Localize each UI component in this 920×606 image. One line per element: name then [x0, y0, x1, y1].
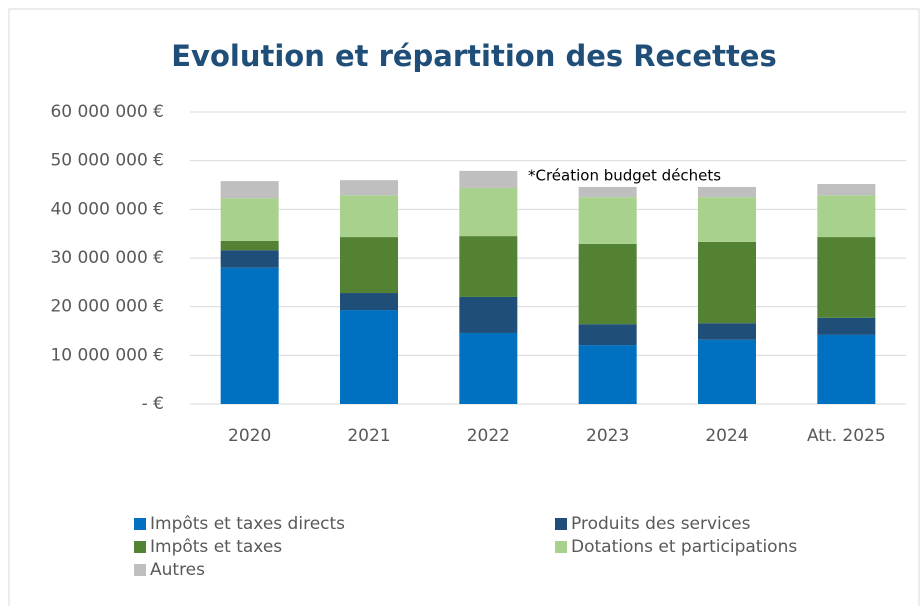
bar-segment [578, 243, 637, 325]
y-tick-label: 40 000 000 € [50, 199, 164, 219]
bar-segment [817, 184, 876, 196]
annotation: *Création budget déchets [528, 167, 721, 185]
bar-segment [698, 197, 756, 242]
bar-segment [220, 267, 279, 404]
y-tick-label: 60 000 000 € [50, 102, 164, 122]
legend-label: Autres [150, 560, 205, 580]
bar-segment [459, 170, 518, 188]
legend-label: Impôts et taxes directs [150, 514, 345, 534]
bar-segment [459, 187, 518, 237]
y-tick-label: 20 000 000 € [50, 297, 164, 317]
x-tick-label: 2020 [228, 426, 271, 446]
bar-segment [578, 186, 637, 198]
y-tick-label: - € [142, 394, 164, 414]
bar-segment [340, 293, 398, 311]
legend-label: Produits des services [571, 514, 751, 534]
bar-segment [698, 241, 756, 324]
legend-swatch [555, 518, 567, 530]
legend-swatch [134, 518, 146, 530]
bar-segment [459, 296, 518, 333]
bar-segment [220, 181, 279, 199]
bar-segment [817, 317, 876, 335]
bar-segment [578, 324, 637, 346]
chart-title: Evolution et répartition des Recettes [171, 39, 777, 73]
bar-segment [220, 198, 279, 241]
bar-segment [459, 332, 518, 404]
y-tick-label: 30 000 000 € [50, 248, 164, 268]
x-tick-label: 2021 [347, 426, 390, 446]
y-tick-label: 50 000 000 € [50, 151, 164, 171]
bar-segment [220, 250, 279, 268]
bar-segment [340, 195, 398, 238]
x-tick-label: 2022 [467, 426, 510, 446]
bar-segment [340, 237, 398, 294]
bar-segment [578, 197, 637, 244]
bar-segment [817, 195, 876, 238]
bar-segment [698, 323, 756, 340]
legend-swatch [134, 564, 146, 576]
bar-segment [817, 334, 876, 404]
bar-segment [340, 310, 398, 404]
legend-label: Impôts et taxes [150, 537, 282, 557]
x-tick-label: Att. 2025 [807, 426, 886, 446]
bar-segment [698, 339, 756, 404]
x-tick-label: 2024 [705, 426, 748, 446]
bar-segment [817, 237, 876, 318]
legend-swatch [134, 541, 146, 553]
legend-swatch [555, 541, 567, 553]
bar-segment [578, 345, 637, 404]
y-tick-label: 10 000 000 € [50, 345, 164, 365]
x-tick-label: 2023 [586, 426, 629, 446]
legend-label: Dotations et participations [571, 537, 797, 557]
bar-segment [698, 186, 756, 198]
bar-segment [459, 236, 518, 297]
bar-segment [340, 180, 398, 196]
bar-segment [220, 240, 279, 251]
